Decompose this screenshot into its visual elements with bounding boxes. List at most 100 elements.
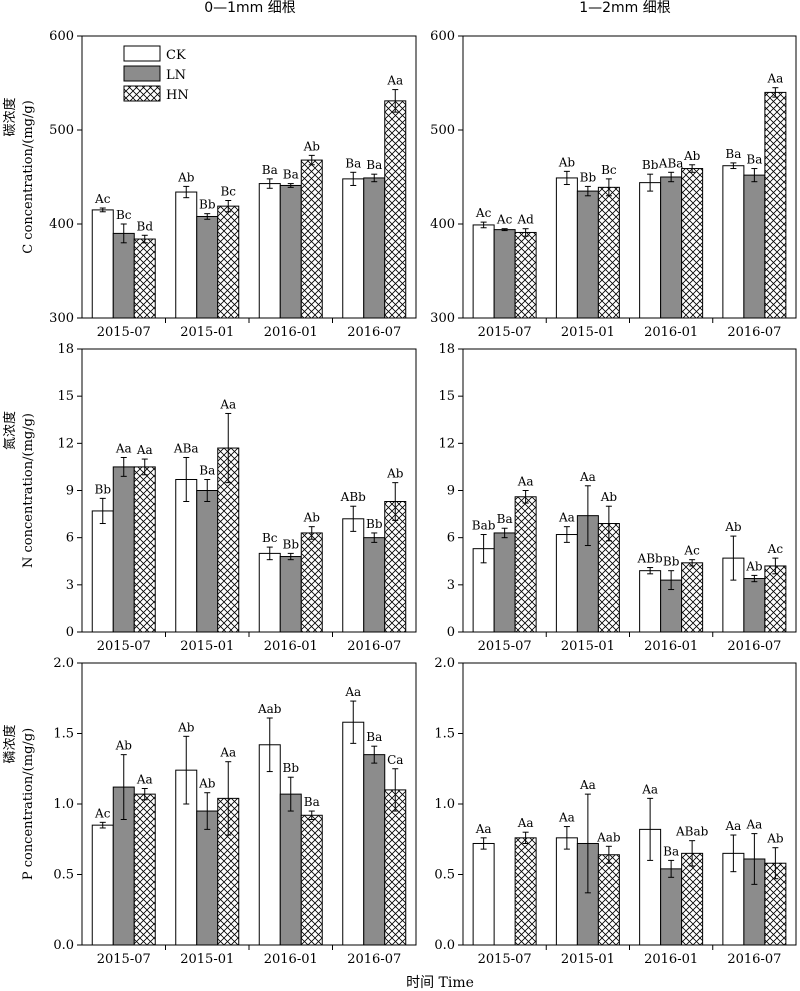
- x-tick-label: 2015-01: [561, 639, 615, 654]
- data-label: Bb: [580, 170, 597, 184]
- x-tick-label: 2015-01: [561, 952, 615, 967]
- y-tick-label: 0.5: [53, 868, 74, 883]
- bar-hn: [514, 496, 537, 633]
- data-label: Bb: [663, 555, 680, 569]
- data-label: Aa: [344, 685, 361, 699]
- data-label: Bb: [199, 198, 216, 212]
- data-label: Ad: [516, 213, 534, 227]
- data-label: Ba: [304, 795, 320, 809]
- data-label: Ab: [600, 490, 618, 504]
- data-label: Ab: [303, 139, 321, 153]
- bar-ck: [555, 177, 578, 319]
- y-tick-label: 6: [447, 531, 455, 546]
- y-tick-label: 1.5: [434, 727, 455, 742]
- x-tick-label: 2016-01: [644, 325, 698, 340]
- bar-ck: [91, 510, 114, 633]
- data-label: Aa: [517, 816, 534, 830]
- legend-label-ck: CK: [166, 48, 186, 63]
- data-label: Ab: [115, 739, 133, 753]
- data-label: Ba: [199, 463, 215, 477]
- bar-ck: [555, 534, 578, 633]
- y-tick-label: 18: [57, 342, 74, 357]
- data-label: Aab: [257, 702, 282, 716]
- bar-ck: [472, 224, 495, 319]
- bar-hn: [133, 793, 156, 946]
- bar-ck: [175, 478, 198, 633]
- y-tick-label: 0: [66, 625, 74, 640]
- x-tick-label: 2016-07: [727, 952, 781, 967]
- data-label: Ab: [745, 559, 763, 573]
- y-tick-label: 15: [438, 389, 455, 404]
- bar-ck: [342, 178, 365, 319]
- data-label: Ab: [198, 777, 216, 791]
- bar-hn: [133, 466, 156, 633]
- bar-hn: [384, 100, 407, 319]
- y-tick-label: 12: [57, 436, 74, 451]
- bar-ln: [743, 578, 766, 633]
- bar-hn: [514, 837, 537, 946]
- data-label: Bb: [283, 537, 300, 551]
- y-axis-title-cn: 磷浓度: [2, 724, 18, 763]
- data-label: Aa: [745, 818, 762, 832]
- bar-ln: [660, 176, 683, 319]
- col-title-left: 0—1mm 细根: [204, 0, 296, 16]
- legend-swatch-ck: [123, 45, 161, 62]
- y-axis-title-cn: 氮浓度: [2, 411, 18, 450]
- y-tick-label: 0: [447, 625, 455, 640]
- bar-ln: [743, 174, 766, 319]
- panel-r0-c0: 300 400 500 600 碳浓度 C concentration/(mg/g) 201…: [2, 29, 417, 340]
- bar-hn: [514, 231, 537, 319]
- data-label: Aa: [766, 72, 783, 86]
- data-label: Ac: [496, 213, 513, 227]
- data-label: Ba: [262, 163, 278, 177]
- bar-ck: [555, 837, 578, 946]
- y-tick-label: 600: [430, 29, 455, 44]
- data-label: Ba: [345, 156, 361, 170]
- y-tick-label: 18: [438, 342, 455, 357]
- data-label: ABa: [658, 156, 684, 170]
- y-tick-label: 0.0: [53, 938, 74, 953]
- legend-swatch-ln: [123, 65, 161, 82]
- y-tick-label: 300: [49, 311, 74, 326]
- data-label: Ba: [725, 147, 741, 161]
- x-tick-label: 2016-07: [347, 952, 401, 967]
- x-tick-label: 2015-01: [180, 325, 234, 340]
- y-tick-label: 1.0: [53, 797, 74, 812]
- data-label: ABb: [340, 490, 366, 504]
- bar-hn: [597, 186, 620, 319]
- x-tick-label: 2016-01: [264, 325, 318, 340]
- data-label: ABb: [637, 552, 663, 566]
- y-tick-label: 500: [49, 123, 74, 138]
- bar-hn: [764, 565, 787, 633]
- y-axis-title-cn: 碳浓度: [2, 97, 18, 136]
- panel-r2-c0: 0.0 0.5 1.0 1.5 2.0 磷浓度 P concentration/(mg/g)…: [2, 656, 417, 967]
- x-tick-label: 2016-01: [264, 639, 318, 654]
- data-label: Ac: [767, 542, 784, 556]
- bar-ck: [342, 518, 365, 633]
- legend-label-ln: LN: [166, 68, 186, 83]
- x-axis-title: 时间 Time: [406, 975, 474, 991]
- y-tick-label: 400: [430, 217, 455, 232]
- y-tick-label: 500: [430, 123, 455, 138]
- x-tick-label: 2016-01: [644, 639, 698, 654]
- data-label: Aa: [219, 746, 236, 760]
- bar-ck: [91, 209, 114, 319]
- y-tick-label: 3: [447, 578, 455, 593]
- bar-ln: [112, 232, 135, 319]
- data-label: Bb: [366, 517, 383, 531]
- y-tick-label: 0.0: [434, 938, 455, 953]
- bar-ck: [639, 182, 662, 319]
- data-label: Ab: [177, 720, 195, 734]
- y-tick-label: 2.0: [53, 656, 74, 671]
- legend-label-hn: HN: [166, 88, 189, 103]
- data-label: Ca: [387, 753, 403, 767]
- y-axis-title: P concentration/(mg/g): [21, 728, 36, 880]
- y-tick-label: 400: [49, 217, 74, 232]
- bar-ck: [258, 744, 281, 946]
- data-label: Bc: [601, 163, 617, 177]
- data-label: Bd: [137, 219, 154, 233]
- bar-ln: [196, 215, 219, 319]
- bar-ln: [279, 793, 302, 946]
